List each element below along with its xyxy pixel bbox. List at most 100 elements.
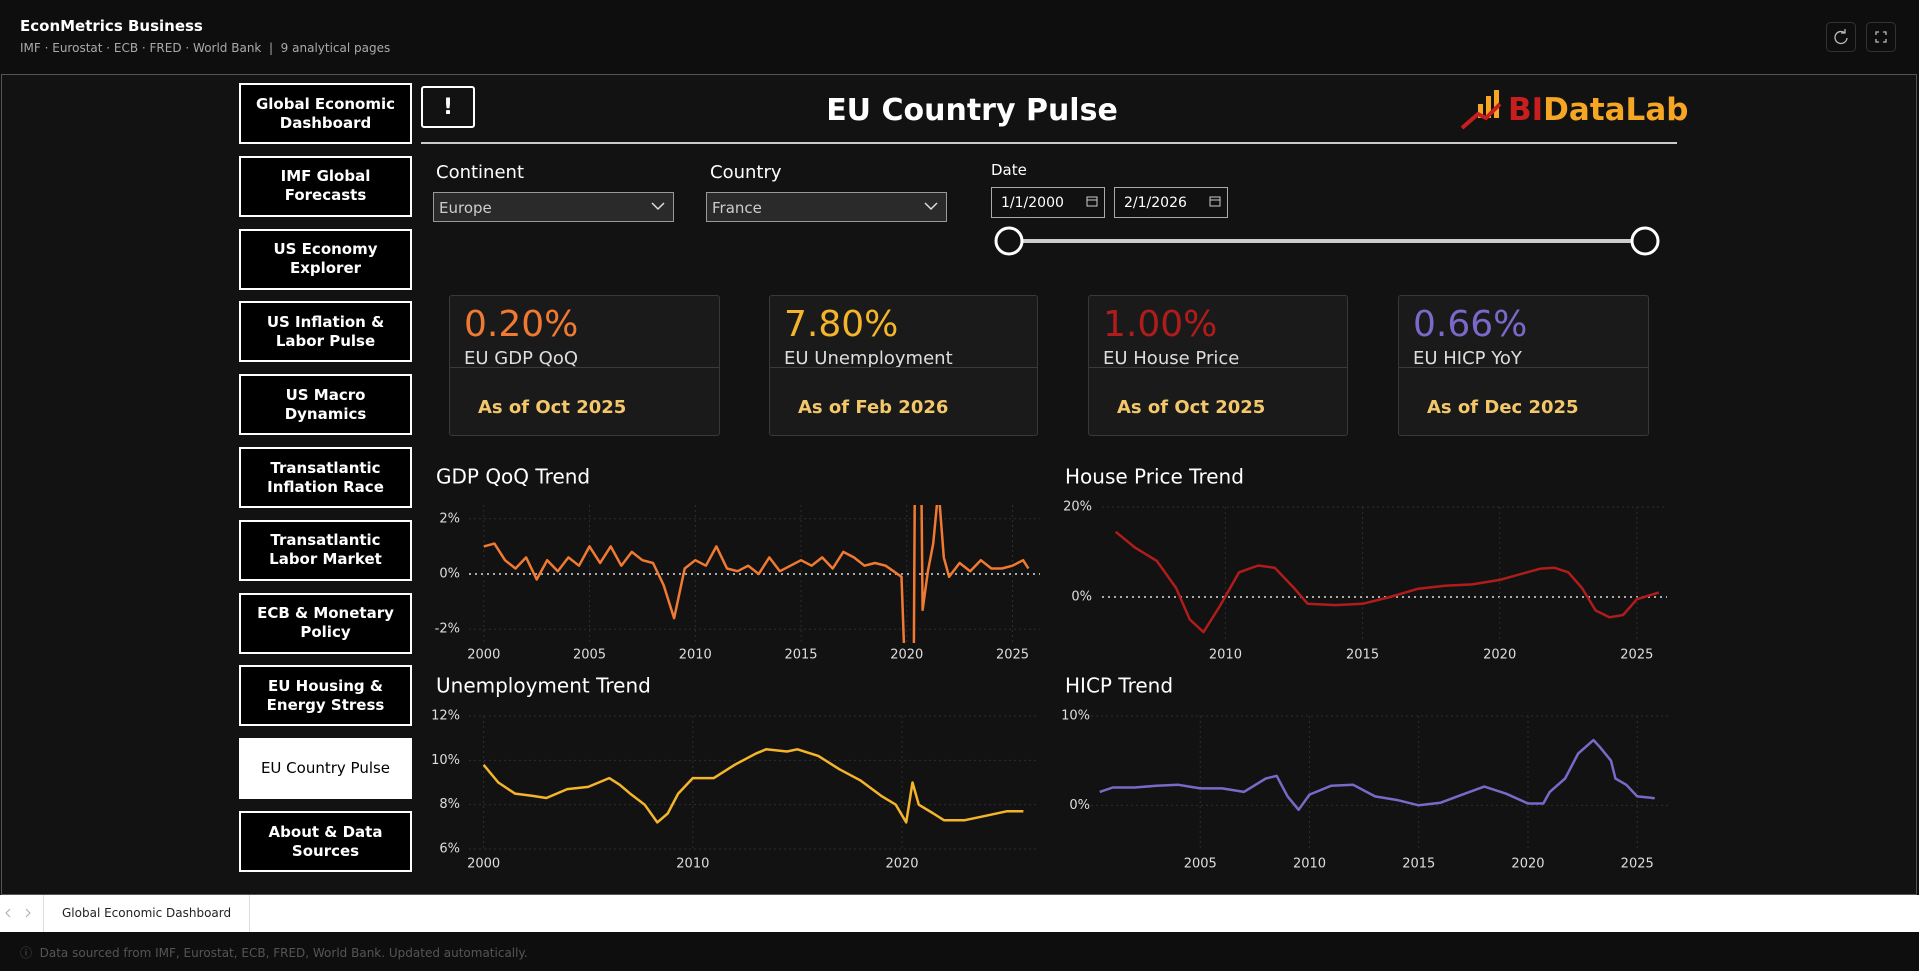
kpi-card: 1.00% EU House Price As of Oct 2025 <box>1088 295 1348 436</box>
top-bar: EconMetrics Business IMF · Eurostat · EC… <box>0 0 1919 74</box>
tabs: Global Economic Dashboard <box>43 895 251 932</box>
app-subtitle: IMF · Eurostat · ECB · FRED · World Bank… <box>20 41 391 55</box>
kpi-divider <box>1399 367 1648 368</box>
continent-value: Europe <box>439 199 492 217</box>
start-date-value: 1/1/2000 <box>1001 195 1064 211</box>
country-label: Country <box>710 162 782 183</box>
y-tick-label: 10% <box>1061 709 1090 724</box>
line-series <box>482 748 1024 824</box>
kpi-asof: As of Oct 2025 <box>478 397 627 418</box>
kpi-value: 1.00% <box>1103 304 1218 345</box>
chart-title: Unemployment Trend <box>436 674 651 698</box>
chart-title: GDP QoQ Trend <box>436 465 590 489</box>
country-dropdown[interactable]: France <box>706 192 947 222</box>
line-series <box>1099 738 1655 812</box>
chevron <box>651 202 665 211</box>
header-rule <box>421 142 1677 144</box>
x-tick-label: 2025 <box>1621 857 1654 872</box>
charts: GDP QoQ Trend 2% 0% -2% 2000 2005 2010 2015 2020… <box>431 465 1670 872</box>
y-tick-label: 8% <box>439 797 460 812</box>
kpi-label: EU House Price <box>1103 348 1240 369</box>
kpi-card: 7.80% EU Unemployment As of Feb 2026 <box>769 295 1038 436</box>
kpi-value: 7.80% <box>784 304 899 345</box>
kpi-card: 0.20% EU GDP QoQ As of Oct 2025 <box>449 295 720 436</box>
tab-scroll[interactable] <box>4 907 36 919</box>
x-tick-label: 2010 <box>676 857 709 872</box>
kpi-asof: As of Dec 2025 <box>1427 397 1579 418</box>
country-value: France <box>712 199 762 217</box>
date-slider[interactable] <box>990 224 1660 260</box>
x-tick-label: 2025 <box>996 648 1029 663</box>
nav-button[interactable]: EU Country Pulse <box>239 738 412 800</box>
refresh-button[interactable] <box>1826 22 1856 52</box>
footer-note: ⓘ Data sourced from IMF, Eurostat, ECB, … <box>20 946 528 960</box>
logo-text: BIDataLab <box>1508 92 1688 128</box>
logo-prefix: BI <box>1508 92 1544 128</box>
nav-button[interactable]: ECB & Monetary Policy <box>239 592 412 654</box>
kpi-label: EU Unemployment <box>784 348 953 369</box>
x-tick-label: 2000 <box>467 857 500 872</box>
nav-button[interactable]: US Inflation & Labor Pulse <box>239 301 412 363</box>
fullscreen-button[interactable] <box>1866 22 1896 52</box>
end-date[interactable]: 2/1/2026 <box>1114 187 1228 218</box>
x-tick-label: 2010 <box>679 648 712 663</box>
y-tick-label: 12% <box>431 709 460 724</box>
kpi-asof: As of Oct 2025 <box>1117 397 1266 418</box>
kpi-value: 0.66% <box>1413 304 1528 345</box>
x-tick-label: 2010 <box>1209 648 1242 663</box>
app-title: EconMetrics Business <box>20 17 203 35</box>
alert-button[interactable]: ! <box>421 86 475 128</box>
calendar-icon <box>1209 196 1221 207</box>
kpi-card: 0.66% EU HICP YoY As of Dec 2025 <box>1398 295 1649 436</box>
kpi-label: EU HICP YoY <box>1413 348 1522 369</box>
page-title: EU Country Pulse <box>826 93 1118 128</box>
x-tick-label: 2015 <box>1346 648 1379 663</box>
nav-button[interactable]: US Macro Dynamics <box>239 374 412 436</box>
logo-name: DataLab <box>1543 92 1689 128</box>
y-tick-label: 0% <box>1069 798 1090 813</box>
x-tick-label: 2020 <box>890 648 923 663</box>
end-date-value: 2/1/2026 <box>1124 195 1187 211</box>
nav-button[interactable]: Transatlantic Inflation Race <box>239 447 412 508</box>
y-tick-label: 20% <box>1063 500 1092 515</box>
tab-bar: Global Economic Dashboard <box>0 895 1919 932</box>
x-tick-label: 2020 <box>1511 857 1544 872</box>
report-content: ! EU Country Pulse BIDataLab Continent E… <box>239 83 1688 872</box>
x-tick-label: 2020 <box>1483 648 1516 663</box>
kpi-divider <box>450 367 719 368</box>
x-tick-label: 2025 <box>1620 648 1653 663</box>
continent-label: Continent <box>436 162 524 183</box>
kpi-divider <box>1089 367 1347 368</box>
kpi-asof: As of Feb 2026 <box>798 397 949 418</box>
kpi-value: 0.20% <box>464 304 579 345</box>
kpi-divider <box>770 367 1037 368</box>
kpi-label: EU GDP QoQ <box>464 348 579 369</box>
nav-button[interactable]: IMF Global Forecasts <box>239 155 412 217</box>
x-tick-label: 2015 <box>1402 857 1435 872</box>
line-series <box>483 505 1030 643</box>
x-tick-label: 2005 <box>1184 857 1217 872</box>
nav-button[interactable]: US Economy Explorer <box>239 228 412 290</box>
nav-button[interactable]: Global Economic Dashboard <box>239 83 412 144</box>
calendar-icon <box>1086 196 1098 207</box>
y-tick-label: 0% <box>439 567 460 582</box>
tab[interactable]: Global Economic Dashboard <box>43 895 251 932</box>
x-tick-label: 2020 <box>885 857 918 872</box>
nav-button[interactable]: Transatlantic Labor Market <box>239 519 412 581</box>
nav-button[interactable]: About & Data Sources <box>239 811 412 872</box>
x-tick-label: 2010 <box>1293 857 1326 872</box>
continent-dropdown[interactable]: Europe <box>433 192 674 222</box>
chevron <box>924 202 938 211</box>
nav-button[interactable]: EU Housing & Energy Stress <box>239 665 412 727</box>
chart-title: House Price Trend <box>1065 465 1244 489</box>
logo-icon <box>1460 90 1502 130</box>
start-date[interactable]: 1/1/2000 <box>991 187 1105 218</box>
chart-title: HICP Trend <box>1065 674 1173 698</box>
x-tick-label: 2000 <box>467 648 500 663</box>
x-tick-label: 2015 <box>784 648 817 663</box>
date-label: Date <box>991 161 1027 179</box>
y-tick-label: 10% <box>431 753 460 768</box>
y-tick-label: -2% <box>435 622 460 637</box>
y-tick-label: 0% <box>1071 590 1092 605</box>
